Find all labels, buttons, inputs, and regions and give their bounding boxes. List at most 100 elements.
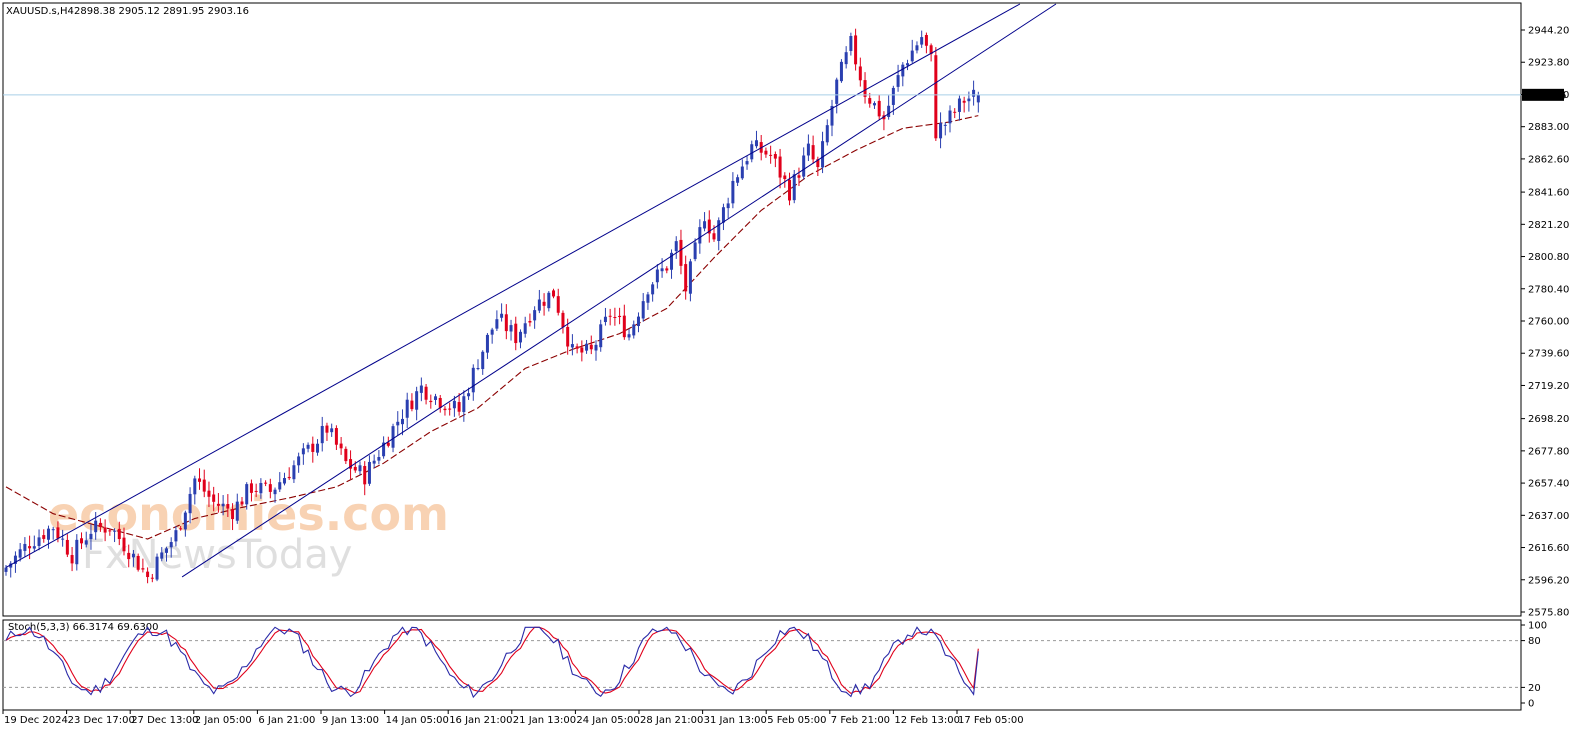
candle: [448, 402, 452, 416]
candle: [972, 80, 976, 106]
candle: [193, 475, 197, 505]
candle: [490, 327, 494, 344]
candle: [330, 423, 334, 437]
candle: [679, 229, 683, 275]
stoch-axis: 100 80 20 0: [1521, 621, 1547, 710]
candle: [655, 264, 659, 289]
candle: [150, 573, 154, 583]
time-tick-label: 24 Jan 05:00: [576, 715, 639, 726]
time-tick-label: 17 Feb 05:00: [958, 715, 1024, 726]
main-chart-frame: [2, 2, 1522, 617]
candle: [164, 546, 168, 562]
price-tick-label: 2841.60: [1528, 188, 1569, 199]
price-tick-label: 2616.60: [1528, 543, 1569, 554]
candle: [306, 442, 310, 453]
candle: [131, 549, 135, 567]
candle: [127, 544, 131, 568]
candle: [282, 472, 286, 486]
chart-header-symbol: XAUUSD.s,H4: [6, 6, 74, 17]
candle: [924, 32, 928, 54]
candle: [443, 406, 447, 416]
candle: [721, 203, 725, 231]
candle: [523, 316, 527, 338]
price-axis: 2944.202923.802903.402883.002862.602841.…: [1521, 26, 1569, 619]
candle: [773, 151, 777, 168]
candle: [240, 496, 244, 507]
candle: [349, 450, 353, 480]
candle: [731, 172, 735, 209]
price-tick-label: 2719.20: [1528, 381, 1569, 392]
candle: [202, 469, 206, 498]
stoch-tick-label: 100: [1528, 621, 1547, 632]
candle: [783, 172, 787, 188]
time-tick-label: 2 Jan 05:00: [195, 715, 252, 726]
candle: [665, 266, 669, 274]
candle: [797, 167, 801, 187]
candle: [42, 529, 46, 543]
candle: [160, 547, 164, 562]
candle: [589, 335, 593, 355]
candle: [476, 359, 480, 371]
candle: [585, 339, 589, 354]
candle: [122, 527, 126, 556]
candle: [920, 30, 924, 48]
price-tick-label: 2657.40: [1528, 479, 1569, 490]
candle: [561, 310, 565, 334]
candle: [835, 77, 839, 114]
candle: [887, 95, 891, 120]
candle: [674, 236, 678, 259]
candle: [495, 310, 499, 332]
candle: [108, 528, 112, 536]
price-tick-label: 2596.20: [1528, 575, 1569, 586]
candle: [736, 174, 740, 187]
candle: [287, 467, 291, 481]
candle: [726, 197, 730, 219]
price-tick-label: 2739.60: [1528, 349, 1569, 360]
candle: [769, 145, 773, 164]
candle: [84, 531, 88, 548]
price-channel: [5, 3, 1057, 578]
candle: [651, 282, 655, 302]
time-tick-label: 28 Jan 21:00: [640, 715, 703, 726]
candle: [462, 390, 466, 422]
candle: [292, 460, 296, 483]
candle: [934, 47, 938, 141]
candle: [382, 436, 386, 459]
candle: [858, 57, 862, 87]
channel-lower[interactable]: [181, 3, 1057, 578]
candle: [18, 542, 22, 562]
channel-upper[interactable]: [5, 3, 1021, 568]
candle: [70, 546, 74, 572]
candle: [249, 479, 253, 502]
stochastic: [3, 626, 1521, 699]
candle: [278, 472, 282, 493]
candle: [98, 518, 102, 532]
time-tick-label: 23 Dec 17:00: [68, 715, 135, 726]
candle: [500, 303, 504, 322]
candle: [844, 46, 848, 69]
candle: [65, 534, 69, 558]
candle: [377, 450, 381, 465]
candle: [4, 564, 8, 576]
time-tick-label: 7 Feb 21:00: [831, 715, 890, 726]
candle: [75, 534, 79, 571]
candles: [4, 28, 980, 584]
candle: [103, 519, 107, 542]
candle: [901, 62, 905, 87]
candle: [391, 423, 395, 453]
candle: [948, 105, 952, 133]
price-tick-label: 2677.80: [1528, 446, 1569, 457]
time-tick-label: 5 Feb 05:00: [767, 715, 826, 726]
candle: [94, 511, 98, 540]
candle: [405, 392, 409, 428]
time-tick-label: 31 Jan 13:00: [704, 715, 767, 726]
candle: [684, 255, 688, 300]
stoch-tick-label: 80: [1528, 636, 1541, 647]
candle: [608, 308, 612, 326]
candle: [646, 291, 650, 310]
candle: [141, 558, 145, 573]
time-tick-label: 19 Dec 2024: [4, 715, 68, 726]
price-tick-label: 2760.00: [1528, 317, 1569, 328]
